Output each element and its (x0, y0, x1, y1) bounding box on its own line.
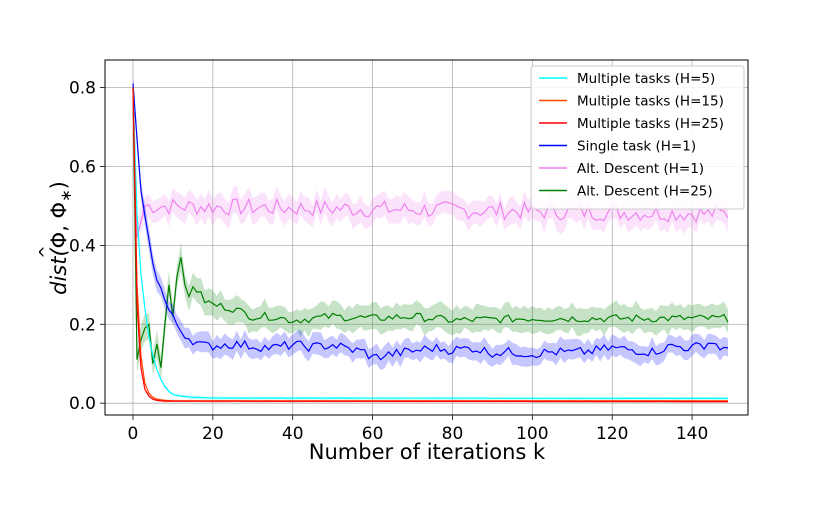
series-line (132, 87, 728, 399)
y-tick-label: 0.4 (69, 236, 96, 256)
y-tick-label: 0.6 (69, 158, 96, 178)
plot-frame (104, 59, 749, 416)
series-band (133, 77, 728, 382)
x-tick-label: 40 (282, 424, 304, 444)
series-line (132, 87, 729, 238)
x-tick-label: 100 (516, 424, 548, 444)
legend-label: Alt. Descent (H=25) (577, 184, 713, 200)
x-tick-label: 80 (442, 424, 464, 444)
x-tick-label: 60 (362, 424, 384, 444)
y-axis-ticks: 0.0 0.2 0.4 0.6 0.8 (69, 79, 105, 414)
legend-box (530, 65, 745, 210)
legend-label: Single task (H=1) (577, 139, 696, 155)
legend: Multiple tasks (H=5) Multiple tasks (H=15… (530, 65, 745, 210)
legend-label: Multiple tasks (H=25) (577, 116, 724, 132)
y-tick-label: 0.2 (69, 315, 96, 335)
x-tick-label: 140 (676, 424, 708, 444)
series-band (133, 73, 728, 371)
x-axis-label: Number of iterations k (309, 440, 546, 464)
y-tick-label: 0.8 (69, 79, 96, 99)
series-line (132, 87, 728, 403)
x-tick-label: 120 (596, 424, 628, 444)
x-tick-label: 20 (202, 424, 224, 444)
phi-star-symbol: , Φ (47, 202, 71, 232)
series-line (132, 83, 729, 361)
x-tick-label: 0 (128, 424, 139, 444)
y-axis-label: dist(Φ, Φ∗) (47, 181, 75, 295)
series-line (132, 87, 729, 368)
phi-hat-symbol: Φ (47, 232, 71, 249)
phi-hat-accent: ^ (36, 245, 55, 258)
x-axis-ticks: 0 20 40 60 80 100 120 140 (128, 415, 708, 444)
legend-label: Multiple tasks (H=5) (577, 71, 715, 87)
y-tick-label: 0.0 (69, 394, 96, 414)
legend-label: Multiple tasks (H=15) (577, 94, 724, 110)
legend-label: Alt. Descent (H=1) (577, 161, 704, 177)
